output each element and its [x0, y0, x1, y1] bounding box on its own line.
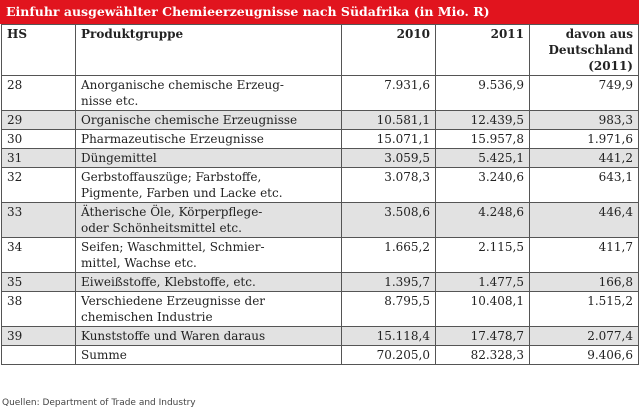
cell-2011: 9.536,9 — [435, 75, 530, 111]
cell-2011: 5.425,1 — [435, 148, 530, 168]
cell-2010: 1.665,2 — [341, 237, 436, 273]
cell-germany: 166,8 — [529, 272, 639, 292]
table-row: 38 Verschiedene Erzeugnisse der chemischen… — [1, 291, 639, 327]
cell-2010: 3.059,5 — [341, 148, 436, 168]
cell-hs-empty — [1, 345, 76, 365]
cell-group: Ätherische Öle, Körperpflege-oder Schönh… — [75, 202, 342, 238]
cell-group-line: Gerbstoffauszüge; Farbstoffe, — [81, 170, 262, 184]
cell-group-line: Seifen; Waschmittel, Schmier- — [81, 240, 265, 254]
cell-group: Seifen; Waschmittel, Schmier-mittel, Wac… — [75, 237, 342, 273]
cell-group: Kunststoffe und Waren daraus — [75, 326, 342, 346]
cell-2011: 4.248,6 — [435, 202, 530, 238]
cell-group-line: oder Schönheitsmittel etc. — [81, 221, 242, 235]
cell-group-line: Kunststoffe und Waren daraus — [81, 329, 266, 343]
cell-2010: 3.508,6 — [341, 202, 436, 238]
cell-hs: 30 — [1, 129, 76, 149]
cell-germany: 441,2 — [529, 148, 639, 168]
cell-hs: 34 — [1, 237, 76, 273]
cell-germany: 749,9 — [529, 75, 639, 111]
cell-group: Düngemittel — [75, 148, 342, 168]
header-germany-line2: Deutschland — [548, 43, 633, 57]
table-body: 28 Anorganische chemische Erzeug-nisse et… — [1, 75, 639, 365]
cell-2010: 15.071,1 — [341, 129, 436, 149]
cell-2011: 12.439,5 — [435, 110, 530, 130]
table-row: 31 Düngemittel 3.059,5 5.425,1 441,2 — [1, 148, 639, 168]
cell-germany: 643,1 — [529, 167, 639, 203]
cell-group-line: mittel, Wachse etc. — [81, 256, 197, 270]
cell-group: Gerbstoffauszüge; Farbstoffe, Pigmente, F… — [75, 167, 342, 203]
cell-group: Organische chemische Erzeugnisse — [75, 110, 342, 130]
cell-2010: 15.118,4 — [341, 326, 436, 346]
header-group: Produktgruppe — [75, 24, 342, 76]
table-row: 28 Anorganische chemische Erzeug-nisse et… — [1, 75, 639, 111]
header-germany-line1: davon aus — [565, 27, 633, 41]
table-row: 30 Pharmazeutische Erzeugnisse 15.071,1 15.… — [1, 129, 639, 149]
cell-group-line: Düngemittel — [81, 151, 157, 165]
header-2010: 2010 — [341, 24, 436, 76]
cell-group-line: Pharmazeutische Erzeugnisse — [81, 132, 264, 146]
sum-row: Summe 70.205,0 82.328,3 9.406,6 — [1, 345, 639, 365]
cell-2011: 10.408,1 — [435, 291, 530, 327]
table-row: 39 Kunststoffe und Waren daraus 15.118,4 17… — [1, 326, 639, 346]
cell-group-line: Pigmente, Farben und Lacke etc. — [81, 186, 283, 200]
header-germany-line3: (2011) — [588, 59, 633, 73]
cell-hs: 38 — [1, 291, 76, 327]
header-hs: HS — [1, 24, 76, 76]
cell-hs: 32 — [1, 167, 76, 203]
cell-2011: 17.478,7 — [435, 326, 530, 346]
table-title: Einfuhr ausgewählter Chemieerzeugnisse n… — [0, 0, 639, 24]
cell-group-line: Ätherische Öle, Körperpflege- — [81, 205, 263, 219]
cell-hs: 31 — [1, 148, 76, 168]
header-2011: 2011 — [435, 24, 530, 76]
cell-germany: 983,3 — [529, 110, 639, 130]
cell-2011: 1.477,5 — [435, 272, 530, 292]
cell-hs: 28 — [1, 75, 76, 111]
cell-2011: 3.240,6 — [435, 167, 530, 203]
table-row: 32 Gerbstoffauszüge; Farbstoffe, Pigmente,… — [1, 167, 639, 203]
cell-2011: 15.957,8 — [435, 129, 530, 149]
table-row: 35 Eiweißstoffe, Klebstoffe, etc. 1.395,7 1… — [1, 272, 639, 292]
cell-hs: 39 — [1, 326, 76, 346]
cell-group-line: Anorganische chemische Erzeug- — [81, 78, 284, 92]
cell-group: Eiweißstoffe, Klebstoffe, etc. — [75, 272, 342, 292]
cell-hs: 33 — [1, 202, 76, 238]
cell-germany: 1.971,6 — [529, 129, 639, 149]
cell-group-line: Verschiedene Erzeugnisse der — [81, 294, 266, 308]
cell-group: Verschiedene Erzeugnisse der chemischen I… — [75, 291, 342, 327]
cell-germany: 1.515,2 — [529, 291, 639, 327]
cell-group-line: chemischen Industrie — [81, 310, 213, 324]
cell-hs: 29 — [1, 110, 76, 130]
cell-hs: 35 — [1, 272, 76, 292]
cell-germany: 2.077,4 — [529, 326, 639, 346]
cell-group-line: Organische chemische Erzeugnisse — [81, 113, 298, 127]
import-table: HS Produktgruppe 2010 2011 davon aus Deu… — [1, 24, 639, 365]
cell-2010: 7.931,6 — [341, 75, 436, 111]
cell-germany: 446,4 — [529, 202, 639, 238]
header-row: HS Produktgruppe 2010 2011 davon aus Deu… — [1, 24, 639, 76]
table-row: 33 Ätherische Öle, Körperpflege-oder Schö… — [1, 202, 639, 238]
sum-2011: 82.328,3 — [435, 345, 530, 365]
sum-label: Summe — [75, 345, 342, 365]
cell-2010: 10.581,1 — [341, 110, 436, 130]
cell-group-line: Eiweißstoffe, Klebstoffe, etc. — [81, 275, 256, 289]
cell-2010: 1.395,7 — [341, 272, 436, 292]
cell-group: Anorganische chemische Erzeug-nisse etc. — [75, 75, 342, 111]
cell-group-line: nisse etc. — [81, 94, 139, 108]
cell-2010: 3.078,3 — [341, 167, 436, 203]
table-row: 34 Seifen; Waschmittel, Schmier-mittel, W… — [1, 237, 639, 273]
sum-2010: 70.205,0 — [341, 345, 436, 365]
sum-germany: 9.406,6 — [529, 345, 639, 365]
cell-2010: 8.795,5 — [341, 291, 436, 327]
cell-group: Pharmazeutische Erzeugnisse — [75, 129, 342, 149]
source-note: Quellen: Department of Trade and Industr… — [2, 398, 196, 408]
cell-2011: 2.115,5 — [435, 237, 530, 273]
cell-germany: 411,7 — [529, 237, 639, 273]
header-germany: davon aus Deutschland (2011) — [529, 24, 639, 76]
table-row: 29 Organische chemische Erzeugnisse 10.581… — [1, 110, 639, 130]
